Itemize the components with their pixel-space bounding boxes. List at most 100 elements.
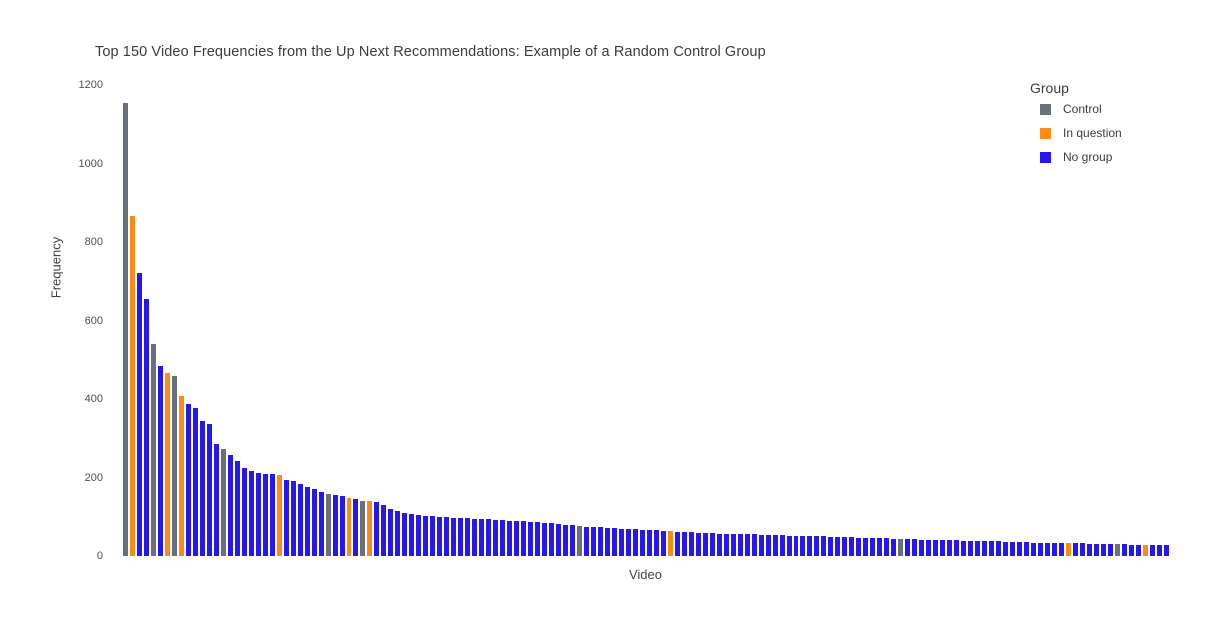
legend-item-label: In question [1063, 126, 1122, 140]
bar-no_group [1030, 543, 1036, 556]
bar-no_group [947, 540, 953, 556]
bar-no_group [206, 424, 212, 556]
bar-no_group [821, 536, 827, 556]
bar-no_group [416, 515, 422, 556]
legend-item-no_group: No group [1040, 150, 1122, 164]
bar-no_group [500, 520, 506, 556]
bar-no_group [395, 511, 401, 556]
bar-no_group [381, 505, 387, 556]
bar-no_group [549, 523, 555, 556]
y-tick-label: 0 [96, 550, 103, 562]
bar-no_group [1086, 544, 1092, 556]
bar-no_group [297, 484, 303, 556]
bar-no_group [1093, 544, 1099, 556]
x-axis-title: Video [628, 567, 662, 582]
bar-no_group [1149, 545, 1155, 556]
bar-no_group [514, 521, 520, 556]
bar-no_group [157, 366, 163, 556]
bar-no_group [269, 474, 275, 556]
bar-no_group [709, 533, 715, 556]
bar-no_group [814, 536, 820, 556]
bar-no_group [185, 404, 191, 556]
y-tick-label: 400 [84, 393, 103, 405]
bar-no_group [1010, 542, 1015, 556]
bar-no_group [1037, 543, 1043, 556]
bar-no_group [975, 541, 981, 556]
bar-control [1114, 544, 1120, 556]
bar-no_group [632, 529, 638, 556]
bar-control [576, 526, 582, 556]
bar-no_group [339, 496, 345, 556]
legend-title: Group [1030, 80, 1069, 96]
bar-no_group [248, 471, 254, 556]
legend-item-label: No group [1063, 150, 1113, 164]
bar-no_group [786, 536, 792, 556]
bar-no_group [982, 541, 988, 556]
bar-no_group [842, 537, 848, 556]
bar-no_group [695, 533, 701, 556]
bar-no_group [388, 509, 394, 556]
bar-no_group [751, 534, 757, 556]
bar-no_group [213, 444, 219, 556]
y-tick-label: 200 [84, 471, 103, 484]
bar-no_group [1017, 542, 1022, 556]
bar-in_question [276, 475, 282, 556]
bar-no_group [912, 539, 918, 556]
bar-no_group [353, 499, 359, 556]
bar-no_group [311, 489, 317, 556]
bar-no_group [765, 535, 771, 556]
y-tick-label: 1200 [78, 79, 103, 91]
bar-no_group [1044, 543, 1050, 556]
bar-no_group [563, 525, 568, 556]
bar-control [325, 494, 331, 556]
y-axis: 0 200 400 600 800 1000 1200 [60, 79, 103, 562]
bar-no_group [374, 502, 380, 556]
bar-no_group [835, 537, 841, 556]
bar-no_group [402, 513, 408, 556]
bar-no_group [905, 539, 911, 556]
bar-no_group [625, 529, 631, 556]
bar-no_group [800, 536, 806, 556]
bar-no_group [737, 534, 743, 556]
bar-in_question [164, 373, 170, 556]
bar-no_group [465, 518, 471, 556]
bar-no_group [437, 517, 443, 556]
bar-no_group [1135, 545, 1141, 556]
bar-no_group [1156, 545, 1162, 556]
bar-no_group [807, 536, 813, 556]
bar-no_group [681, 532, 687, 556]
bar-no_group [1003, 542, 1009, 556]
bar-no_group [283, 480, 289, 556]
bar-no_group [423, 516, 429, 556]
legend: Group Control In question No group [1030, 80, 1122, 174]
bar-no_group [926, 540, 932, 556]
bar-no_group [318, 492, 324, 556]
bar-no_group [262, 474, 268, 556]
bar-in_question [1142, 545, 1148, 556]
plot-area [123, 85, 1169, 556]
bar-no_group [570, 525, 575, 556]
bar-no_group [856, 538, 862, 556]
bar-no_group [451, 518, 457, 556]
bar-in_question [667, 531, 673, 556]
bar-no_group [968, 541, 974, 556]
bar-no_group [779, 535, 785, 556]
bar-no_group [1023, 542, 1029, 556]
legend-swatch-icon [1040, 151, 1051, 163]
bar-no_group [646, 530, 652, 556]
bar-no_group [653, 530, 659, 556]
bar-in_question [346, 498, 352, 556]
bar-in_question [1065, 543, 1071, 556]
bar-no_group [1079, 543, 1085, 556]
bar-no_group [590, 527, 596, 556]
bar-no_group [528, 522, 534, 556]
bar-no_group [933, 540, 939, 556]
bar-no_group [1051, 543, 1057, 556]
bar-no_group [660, 531, 666, 556]
bar-control [220, 449, 226, 556]
bar-series [123, 85, 1169, 556]
bar-no_group [430, 516, 436, 556]
bar-no_group [604, 528, 610, 556]
bar-no_group [639, 530, 645, 556]
bar-no_group [940, 540, 946, 556]
